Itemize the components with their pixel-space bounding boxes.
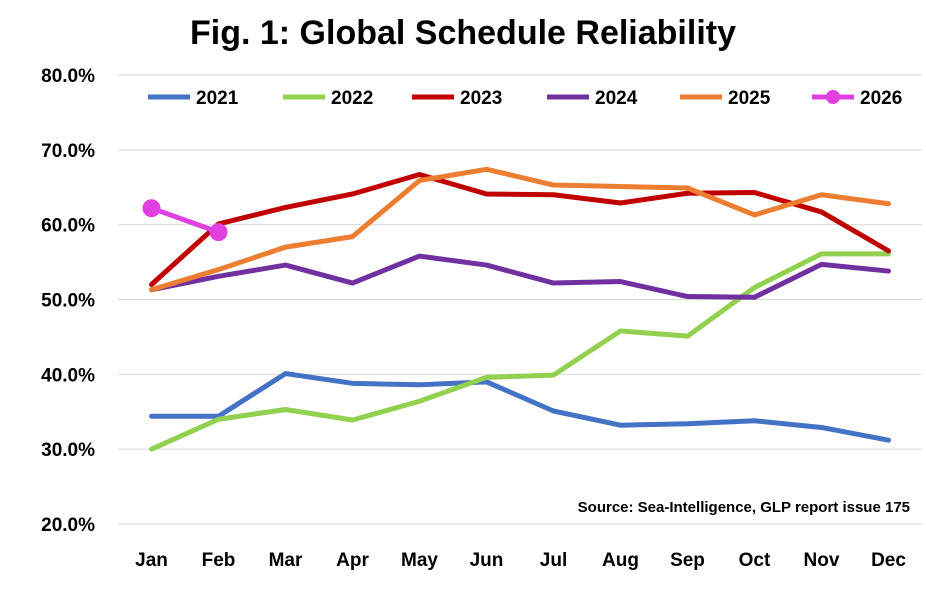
chart-title: Fig. 1: Global Schedule Reliability xyxy=(190,14,736,52)
x-tick-label: Jan xyxy=(135,550,168,571)
x-tick-label: Apr xyxy=(336,550,369,571)
y-tick-label: 60.0% xyxy=(41,216,95,237)
series-2023-line xyxy=(149,172,891,288)
legend-label: 2022 xyxy=(331,88,373,109)
series-2021-line xyxy=(149,371,891,443)
gridlines xyxy=(118,74,922,525)
x-tick-label: Jul xyxy=(540,550,567,571)
series-2026-point xyxy=(142,199,161,218)
y-tick-label: 80.0% xyxy=(41,66,95,87)
x-tick-label: Jun xyxy=(470,550,504,571)
x-tick-label: Sep xyxy=(670,550,705,571)
series-2024-line xyxy=(149,253,891,300)
legend-item: 2025 xyxy=(680,88,771,109)
x-axis-ticks: Jan Feb Mar Apr May Jun Jul Aug Sep Oct Nov Dec xyxy=(135,550,906,571)
x-tick-label: Aug xyxy=(602,550,639,571)
series-2025-line xyxy=(149,166,891,293)
x-tick-label: Mar xyxy=(269,550,303,571)
legend-label: 2021 xyxy=(196,88,239,109)
y-tick-label: 30.0% xyxy=(41,440,95,461)
y-tick-label: 50.0% xyxy=(41,291,95,312)
source-note: Source: Sea-Intelligence, GLP report iss… xyxy=(578,499,910,516)
legend: 2021 2022 2023 2024 2025 2026 xyxy=(148,88,902,109)
legend-label: 2026 xyxy=(860,88,902,109)
legend-marker xyxy=(826,90,840,104)
x-tick-label: Nov xyxy=(804,550,840,571)
legend-label: 2023 xyxy=(460,88,502,109)
legend-item: 2026 xyxy=(812,88,902,109)
x-tick-label: Oct xyxy=(739,550,771,571)
y-tick-label: 40.0% xyxy=(41,365,95,386)
x-tick-label: Feb xyxy=(202,550,236,571)
legend-item: 2022 xyxy=(283,88,373,109)
y-tick-label: 20.0% xyxy=(41,515,95,536)
legend-item: 2023 xyxy=(412,88,502,109)
legend-item: 2024 xyxy=(547,88,638,109)
x-tick-label: Dec xyxy=(871,550,906,571)
legend-item: 2021 xyxy=(148,88,239,109)
series-2026-line xyxy=(149,205,221,235)
series-2022-line xyxy=(149,251,891,452)
y-axis-ticks: 20.0% 30.0% 40.0% 50.0% 60.0% 70.0% 80.0% xyxy=(41,66,95,536)
legend-label: 2025 xyxy=(728,88,771,109)
series-2026-point xyxy=(209,223,228,242)
y-tick-label: 70.0% xyxy=(41,141,95,162)
series-lines xyxy=(142,166,891,452)
x-tick-label: May xyxy=(401,550,438,571)
legend-label: 2024 xyxy=(595,88,638,109)
